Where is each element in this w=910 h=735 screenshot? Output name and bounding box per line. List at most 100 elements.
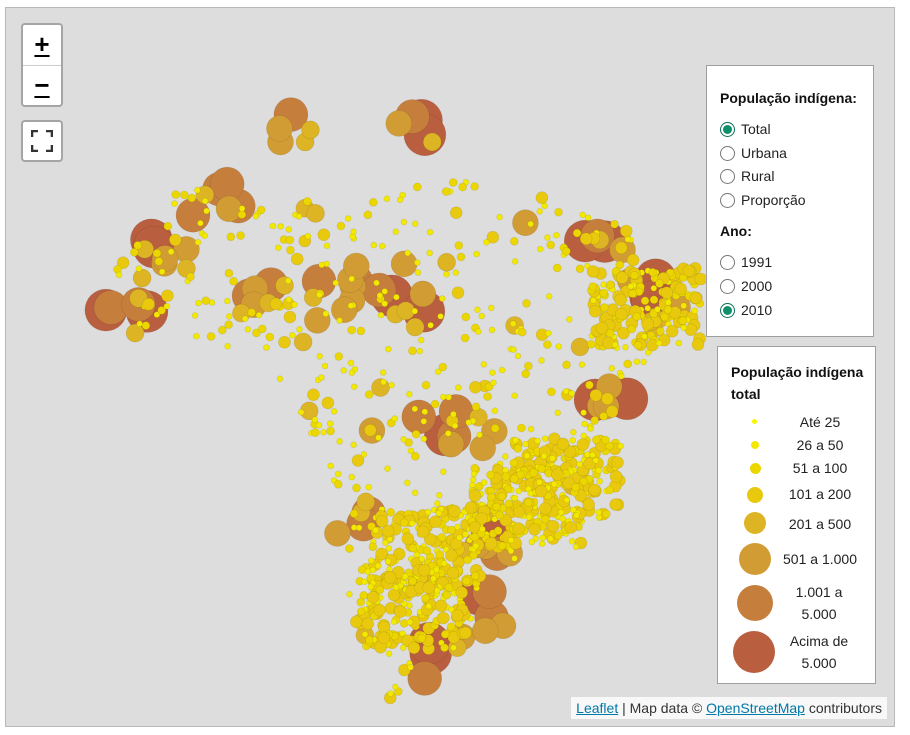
municipality-marker[interactable]	[470, 470, 478, 478]
municipality-marker[interactable]	[364, 635, 374, 645]
municipality-marker[interactable]	[590, 296, 597, 304]
zoom-out-button[interactable]: −	[23, 65, 61, 106]
municipality-marker[interactable]	[405, 390, 413, 398]
municipality-marker[interactable]	[410, 451, 420, 461]
municipality-marker[interactable]	[161, 289, 174, 303]
municipality-marker[interactable]	[608, 364, 616, 372]
municipality-marker[interactable]	[428, 515, 442, 529]
municipality-marker[interactable]	[513, 444, 523, 453]
municipality-marker[interactable]	[416, 347, 424, 355]
municipality-marker[interactable]	[420, 418, 428, 425]
municipality-marker[interactable]	[580, 409, 587, 416]
municipality-marker[interactable]	[538, 357, 545, 364]
municipality-marker[interactable]	[316, 352, 324, 360]
municipality-marker[interactable]	[392, 683, 399, 691]
municipality-marker[interactable]	[664, 299, 672, 306]
municipality-marker[interactable]	[426, 249, 434, 257]
municipality-marker[interactable]	[180, 190, 189, 200]
municipality-marker[interactable]	[501, 472, 511, 481]
municipality-marker[interactable]	[437, 313, 444, 320]
municipality-marker[interactable]	[411, 429, 421, 439]
municipality-marker[interactable]	[195, 299, 202, 307]
municipality-marker[interactable]	[224, 268, 234, 278]
municipality-marker[interactable]	[547, 535, 554, 543]
municipality-marker[interactable]	[546, 240, 556, 250]
municipality-marker[interactable]	[599, 411, 608, 421]
municipality-marker[interactable]	[363, 423, 377, 437]
municipality-marker[interactable]	[263, 344, 270, 351]
municipality-marker[interactable]	[509, 320, 517, 328]
radio-icon[interactable]	[720, 254, 735, 270]
municipality-marker[interactable]	[640, 333, 648, 340]
municipality-marker[interactable]	[660, 312, 669, 322]
municipality-marker[interactable]	[317, 228, 331, 242]
municipality-marker[interactable]	[388, 381, 395, 389]
municipality-marker[interactable]	[586, 265, 600, 278]
municipality-marker[interactable]	[537, 464, 546, 474]
municipality-marker[interactable]	[346, 590, 353, 598]
municipality-marker[interactable]	[352, 483, 361, 493]
municipality-marker[interactable]	[133, 241, 142, 250]
municipality-marker[interactable]	[514, 352, 522, 360]
municipality-marker[interactable]	[592, 457, 600, 464]
municipality-marker[interactable]	[344, 215, 352, 222]
municipality-marker[interactable]	[523, 498, 533, 508]
municipality-marker[interactable]	[406, 618, 414, 626]
municipality-marker[interactable]	[224, 297, 231, 305]
municipality-marker[interactable]	[446, 566, 460, 580]
municipality-marker[interactable]	[365, 483, 372, 491]
municipality-marker[interactable]	[515, 470, 525, 480]
municipality-marker[interactable]	[452, 269, 460, 276]
municipality-marker[interactable]	[289, 331, 296, 339]
municipality-marker[interactable]	[545, 293, 553, 300]
municipality-marker[interactable]	[660, 286, 674, 300]
municipality-marker[interactable]	[563, 445, 577, 459]
municipality-marker[interactable]	[407, 641, 421, 655]
municipality-marker[interactable]	[154, 257, 164, 266]
municipality-marker[interactable]	[562, 388, 570, 395]
municipality-marker[interactable]	[385, 545, 393, 552]
municipality-marker[interactable]	[589, 388, 603, 402]
municipality-marker[interactable]	[550, 480, 558, 488]
municipality-marker[interactable]	[349, 509, 359, 519]
municipality-marker[interactable]	[378, 242, 386, 250]
municipality-marker[interactable]	[424, 508, 432, 516]
municipality-marker[interactable]	[640, 358, 647, 366]
municipality-marker[interactable]	[456, 252, 466, 262]
municipality-marker[interactable]	[384, 345, 392, 353]
municipality-marker[interactable]	[568, 390, 576, 397]
municipality-marker[interactable]	[374, 562, 382, 570]
municipality-marker[interactable]	[488, 326, 496, 334]
municipality-marker[interactable]	[572, 543, 580, 551]
municipality-marker[interactable]	[623, 359, 633, 369]
municipality-marker[interactable]	[361, 617, 375, 631]
municipality-marker[interactable]	[284, 277, 292, 285]
municipality-marker[interactable]	[437, 253, 456, 272]
municipality-marker[interactable]	[383, 195, 391, 203]
municipality-marker[interactable]	[474, 328, 482, 335]
municipality-marker[interactable]	[444, 430, 452, 437]
municipality-marker[interactable]	[626, 253, 640, 267]
municipality-marker[interactable]	[492, 502, 501, 512]
municipality-marker[interactable]	[390, 618, 398, 626]
municipality-marker[interactable]	[694, 272, 708, 286]
municipality-marker[interactable]	[563, 496, 571, 504]
osm-link[interactable]: OpenStreetMap	[706, 700, 805, 716]
municipality-marker[interactable]	[142, 297, 155, 311]
municipality-marker[interactable]	[237, 210, 247, 219]
municipality-marker[interactable]	[426, 228, 434, 236]
municipality-marker[interactable]	[446, 622, 456, 632]
municipality-marker[interactable]	[463, 555, 472, 565]
municipality-marker[interactable]	[377, 311, 385, 319]
radio-icon[interactable]	[720, 168, 735, 184]
municipality-marker[interactable]	[454, 241, 464, 250]
municipality-marker[interactable]	[554, 409, 562, 417]
municipality-marker[interactable]	[392, 583, 400, 591]
municipality-marker[interactable]	[547, 387, 556, 397]
municipality-marker[interactable]	[469, 476, 477, 484]
municipality-marker[interactable]	[474, 306, 481, 314]
municipality-marker[interactable]	[605, 485, 615, 495]
municipality-marker[interactable]	[441, 187, 451, 196]
municipality-marker[interactable]	[361, 578, 368, 586]
municipality-marker[interactable]	[303, 197, 312, 206]
